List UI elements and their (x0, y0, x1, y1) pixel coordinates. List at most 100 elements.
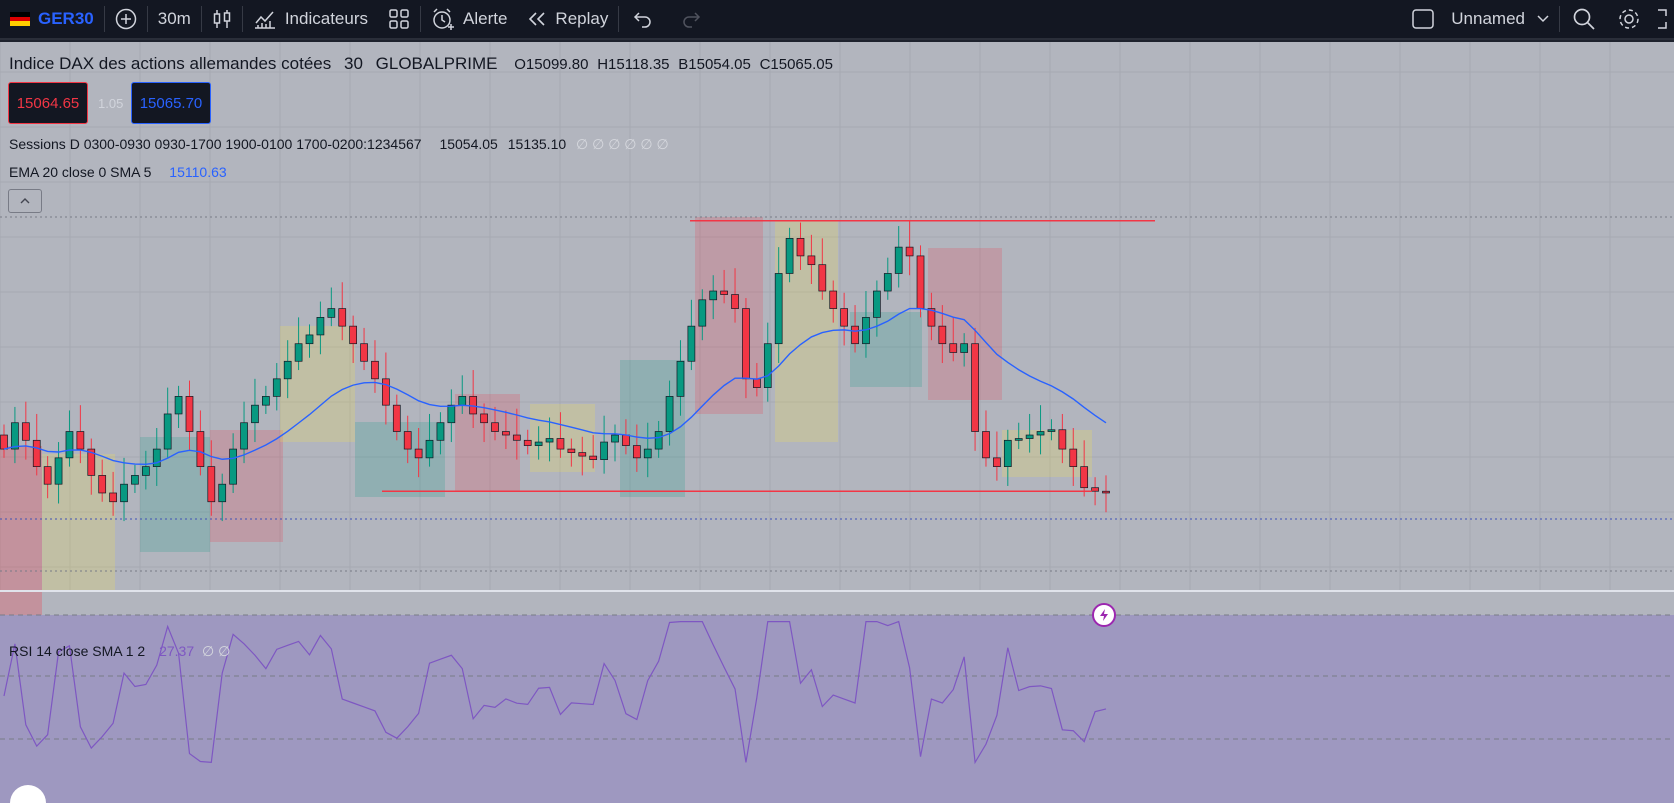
candle-body (491, 422, 499, 432)
chart-type-button[interactable] (202, 0, 242, 39)
symbol-search[interactable]: GER30 (0, 0, 104, 39)
candle-body (578, 452, 587, 457)
candle-body (818, 264, 827, 292)
legend-exchange: GLOBALPRIME (375, 54, 498, 73)
candle-body (0, 434, 8, 450)
candle-body (436, 422, 445, 441)
compare-button[interactable] (105, 0, 147, 39)
candle-body (218, 483, 227, 503)
candle-body (731, 294, 739, 309)
session-box (42, 454, 115, 592)
candle-body (382, 378, 390, 406)
candle-body (698, 299, 707, 327)
lightning-event-icon[interactable] (1092, 603, 1116, 627)
candle-body (1058, 429, 1067, 450)
candle-body (796, 237, 805, 257)
indicators-button[interactable]: Indicateurs (243, 0, 378, 39)
candle-body (774, 273, 783, 345)
candle-body (349, 325, 357, 345)
candle-body (567, 448, 576, 453)
settings-button[interactable] (1608, 0, 1650, 39)
chart-area[interactable]: Indice DAX des actions allemandes cotées… (0, 42, 1674, 803)
candle-body (76, 431, 85, 450)
candle-body (360, 343, 368, 362)
undo-button[interactable] (619, 0, 667, 39)
divider (1559, 6, 1560, 32)
search-button[interactable] (1560, 0, 1608, 39)
legend-open: O15099.80 (514, 56, 589, 73)
legend-low: B15054.05 (678, 56, 751, 73)
candle-body (240, 422, 248, 450)
fullscreen-button[interactable] (1650, 0, 1674, 39)
candle-body (371, 360, 379, 380)
candle-body (534, 441, 543, 446)
candle-body (21, 422, 30, 441)
candle-body (720, 290, 728, 295)
candles-icon (212, 8, 232, 30)
session-box (280, 326, 355, 442)
candle-body (294, 343, 303, 362)
candle-body (938, 325, 947, 345)
search-icon (1572, 7, 1596, 31)
candle-body (65, 431, 74, 459)
candle-body (447, 404, 456, 424)
buy-button[interactable]: 15065.70 (131, 82, 211, 124)
layout-square-icon (1411, 8, 1435, 30)
candle-body (480, 413, 488, 424)
candle-body (960, 343, 969, 353)
redo-icon (681, 10, 701, 28)
sessions-value-2: 15135.10 (507, 136, 567, 152)
candle-body (643, 448, 652, 459)
candle-body (403, 431, 412, 450)
divider (618, 6, 620, 32)
layout-name: Unnamed (1451, 9, 1525, 28)
session-box (928, 248, 1002, 400)
candle-body (163, 413, 172, 450)
candle-body (207, 466, 216, 503)
legend-close: C15065.05 (759, 56, 833, 73)
interval-button[interactable]: 30m (148, 0, 201, 39)
layout-menu[interactable]: Unnamed (1401, 0, 1559, 39)
candle-body (283, 360, 292, 380)
candle-body (120, 483, 128, 503)
candle-body (949, 343, 958, 353)
candle-body (327, 308, 336, 318)
buy-price: 15065.70 (139, 94, 203, 112)
candle-body (338, 308, 347, 327)
scroll-button (10, 785, 46, 803)
grid-icon (388, 8, 410, 30)
candle-body (425, 439, 434, 459)
candle-body (829, 290, 838, 309)
candle-body (1069, 448, 1078, 467)
ema-legend[interactable]: EMA 20 close 0 SMA 5 15110.63 (9, 164, 227, 180)
candle-body (109, 492, 117, 503)
symbol-label: GER30 (38, 9, 94, 28)
chart-canvas[interactable] (0, 42, 1674, 803)
redo-button[interactable] (667, 0, 715, 39)
symbol-description[interactable]: Indice DAX des actions allemandes cotées (9, 54, 332, 73)
candle-body (305, 334, 314, 345)
replay-label: Replay (555, 9, 609, 28)
sell-button[interactable]: 15064.65 (8, 82, 88, 124)
sessions-legend[interactable]: Sessions D 0300-0930 0930-1700 1900-0100… (9, 136, 669, 153)
ema-label: EMA 20 close 0 SMA 5 (9, 164, 152, 180)
candle-body (687, 325, 696, 362)
candle-body (1036, 431, 1045, 436)
candle-body (632, 445, 641, 459)
alert-button[interactable]: Alerte (421, 0, 517, 39)
candle-body (262, 396, 270, 406)
undo-icon (633, 10, 653, 28)
candle-body (894, 246, 903, 274)
sessions-value-1: 15054.05 (439, 136, 498, 152)
candle-body (654, 431, 663, 450)
candle-body (556, 438, 565, 450)
candle-body (545, 438, 554, 443)
rsi-legend[interactable]: RSI 14 close SMA 1 2 27.37 ∅ ∅ (9, 643, 230, 660)
session-box (850, 312, 922, 387)
legend-collapse-button[interactable] (8, 189, 42, 213)
replay-button[interactable]: Replay (517, 0, 618, 39)
divider (103, 6, 105, 32)
candle-body (1025, 434, 1034, 439)
templates-button[interactable] (378, 0, 420, 39)
candle-body (611, 434, 619, 443)
